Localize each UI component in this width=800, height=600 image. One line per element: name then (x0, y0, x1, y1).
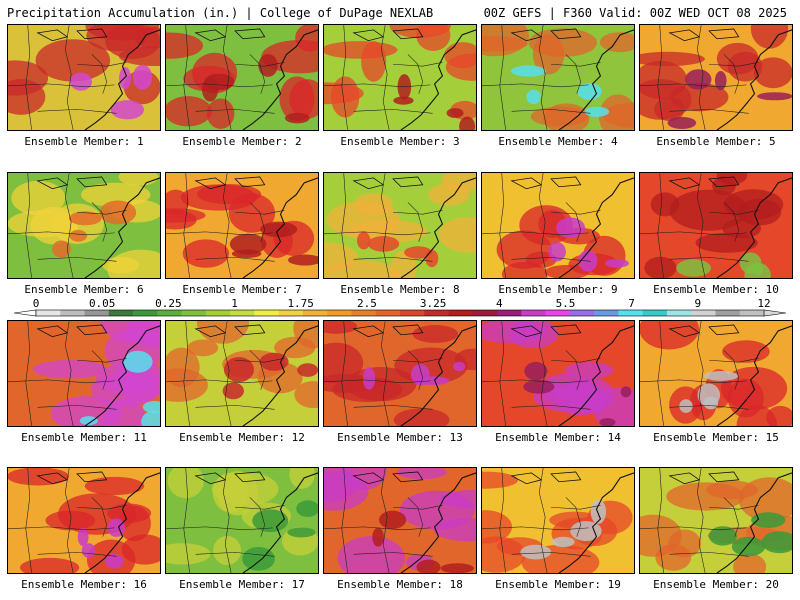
ensemble-member-label: Ensemble Member: 14 (495, 431, 621, 444)
run-info: 00Z GEFS | F360 Valid: 00Z WED OCT 08 20… (483, 6, 787, 20)
legend-color-segment (569, 310, 595, 316)
legend-color-segment (739, 310, 765, 316)
legend-color-segment (375, 310, 401, 316)
legend-tick-label: 0 (33, 297, 40, 310)
ensemble-member-label: Ensemble Member: 10 (653, 283, 779, 296)
ensemble-member-label: Ensemble Member: 13 (337, 431, 463, 444)
legend-color-segment (642, 310, 668, 316)
legend-arrow-right (763, 309, 787, 317)
legend-tick-label: 3.25 (420, 297, 447, 310)
legend-color-segment (278, 310, 304, 316)
legend-color-segment (424, 310, 449, 316)
legend-color-segment (400, 310, 425, 316)
ensemble-map-panel (481, 172, 635, 279)
ensemble-map-panel (481, 24, 635, 131)
ensemble-map-panel (639, 467, 793, 574)
legend-color-segment (666, 310, 692, 316)
legend-tick-label: 4 (496, 297, 503, 310)
legend-color-segment (133, 310, 158, 316)
ensemble-member-label: Ensemble Member: 20 (653, 578, 779, 591)
ensemble-map-panel (7, 24, 161, 131)
ensemble-map-panel (639, 320, 793, 427)
legend-color-segment (36, 310, 61, 316)
legend-color-segment (351, 310, 377, 316)
legend-color-segment (618, 310, 643, 316)
legend-tick-label: 12 (757, 297, 770, 310)
ensemble-map-panel (639, 24, 793, 131)
legend-color-segment (181, 310, 207, 316)
ensemble-map-panel (7, 467, 161, 574)
ensemble-member-label: Ensemble Member: 7 (182, 283, 302, 296)
header: Precipitation Accumulation (in.) | Colle… (0, 0, 800, 24)
legend-color-segment (327, 310, 352, 316)
product-title: Precipitation Accumulation (in.) | Colle… (7, 6, 434, 20)
ensemble-member-label: Ensemble Member: 18 (337, 578, 463, 591)
legend-color-segment (594, 310, 619, 316)
ensemble-member-label: Ensemble Member: 15 (653, 431, 779, 444)
ensemble-map-panel (165, 172, 319, 279)
ensemble-member-label: Ensemble Member: 16 (21, 578, 147, 591)
legend-color-segment (254, 310, 279, 316)
legend-color-segment (230, 310, 255, 316)
color-legend: 0 0.05 0.25 1 1.75 2.5 3.25 4 5.5 7 9 12 (0, 296, 800, 320)
ensemble-member-label: Ensemble Member: 9 (498, 283, 618, 296)
ensemble-member-label: Ensemble Member: 3 (340, 135, 460, 148)
ensemble-member-label: Ensemble Member: 8 (340, 283, 460, 296)
ensemble-member-label: Ensemble Member: 19 (495, 578, 621, 591)
ensemble-member-label: Ensemble Member: 5 (656, 135, 776, 148)
legend-color-segment (205, 310, 231, 316)
legend-color-segment (521, 310, 546, 316)
legend-tick-label: 0.05 (89, 297, 116, 310)
ensemble-map-panel (165, 320, 319, 427)
ensemble-map-panel (323, 24, 477, 131)
legend-tick-label: 1 (231, 297, 238, 310)
legend-color-segment (448, 310, 474, 316)
legend-tick-label: 5.5 (556, 297, 576, 310)
ensemble-member-label: Ensemble Member: 11 (21, 431, 147, 444)
ensemble-map-panel (639, 172, 793, 279)
ensemble-member-label: Ensemble Member: 4 (498, 135, 618, 148)
legend-color-segment (715, 310, 741, 316)
ensemble-map-panel (481, 320, 635, 427)
legend-color-segment (691, 310, 716, 316)
ensemble-member-label: Ensemble Member: 17 (179, 578, 305, 591)
ensemble-map-panel (323, 467, 477, 574)
legend-color-segment (157, 310, 182, 316)
ensemble-map-panel (165, 24, 319, 131)
ensemble-map-panel (7, 172, 161, 279)
legend-color-segment (84, 310, 110, 316)
ensemble-member-label: Ensemble Member: 12 (179, 431, 305, 444)
ensemble-map-panel (481, 467, 635, 574)
ensemble-member-label: Ensemble Member: 6 (24, 283, 144, 296)
legend-tick-label: 2.5 (357, 297, 377, 310)
legend-color-segment (108, 310, 134, 316)
ensemble-member-label: Ensemble Member: 2 (182, 135, 302, 148)
ensemble-map-panel (165, 467, 319, 574)
legend-color-segment (302, 310, 328, 316)
legend-colorbar: 0 0.05 0.25 1 1.75 2.5 3.25 4 5.5 7 9 12 (13, 297, 787, 317)
legend-arrow-left (13, 309, 37, 317)
legend-tick-label: 1.75 (287, 297, 314, 310)
ensemble-map-panel (323, 320, 477, 427)
legend-tick-label: 9 (694, 297, 701, 310)
ensemble-member-label: Ensemble Member: 1 (24, 135, 144, 148)
legend-color-segment (472, 310, 498, 316)
legend-color-segment (497, 310, 522, 316)
legend-color-segment (60, 310, 85, 316)
legend-tick-label: 7 (628, 297, 635, 310)
ensemble-map-panel (323, 172, 477, 279)
legend-color-segment (545, 310, 571, 316)
legend-tick-label: 0.25 (155, 297, 182, 310)
ensemble-map-panel (7, 320, 161, 427)
